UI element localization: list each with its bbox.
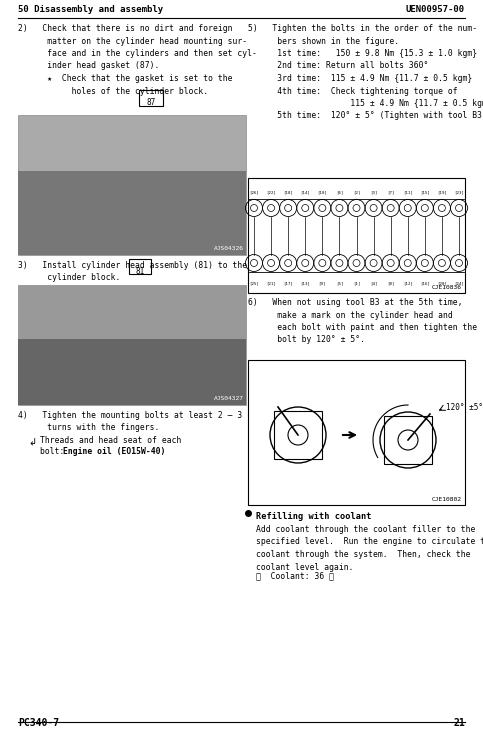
Text: bolt:: bolt: xyxy=(40,447,69,456)
Text: Threads and head seat of each: Threads and head seat of each xyxy=(40,436,182,445)
Bar xyxy=(18,115,246,255)
Bar xyxy=(248,178,465,293)
Text: [1]: [1] xyxy=(353,281,360,285)
Text: PC340-7: PC340-7 xyxy=(18,718,59,728)
Text: [23]: [23] xyxy=(454,190,464,194)
Text: 5)   Tighten the bolts in the order of the num-
      bers shown in the figure.
: 5) Tighten the bolts in the order of the… xyxy=(248,24,483,120)
Text: Add coolant through the coolant filler to the
specified level.  Run the engine t: Add coolant through the coolant filler t… xyxy=(256,525,483,571)
Text: [10]: [10] xyxy=(317,190,327,194)
Text: ⛽  Coolant: 36 ℓ: ⛽ Coolant: 36 ℓ xyxy=(256,571,334,580)
Text: [17]: [17] xyxy=(283,281,293,285)
Text: [16]: [16] xyxy=(420,281,430,285)
Text: AJS04326: AJS04326 xyxy=(214,246,244,251)
Text: 2)   Check that there is no dirt and foreign
      matter on the cylinder head m: 2) Check that there is no dirt and forei… xyxy=(18,24,257,95)
Text: [18]: [18] xyxy=(283,190,293,194)
Bar xyxy=(18,339,246,405)
Text: [19]: [19] xyxy=(437,190,447,194)
Text: [6]: [6] xyxy=(336,190,343,194)
Text: UEN00957-00: UEN00957-00 xyxy=(406,5,465,14)
Text: [7]: [7] xyxy=(387,190,395,194)
Text: 21: 21 xyxy=(453,718,465,728)
Text: [2]: [2] xyxy=(353,190,360,194)
Text: 6)   When not using tool B3 at the 5th time,
      make a mark on the cylinder h: 6) When not using tool B3 at the 5th tim… xyxy=(248,298,477,344)
Text: [9]: [9] xyxy=(319,281,326,285)
Text: [4]: [4] xyxy=(370,281,377,285)
Text: 120° ±5°: 120° ±5° xyxy=(446,403,483,412)
Text: [14]: [14] xyxy=(300,190,310,194)
Text: [8]: [8] xyxy=(387,281,395,285)
Text: [20]: [20] xyxy=(437,281,447,285)
Text: [22]: [22] xyxy=(266,190,276,194)
Text: [13]: [13] xyxy=(300,281,310,285)
Text: Engine oil (EO15W-40): Engine oil (EO15W-40) xyxy=(63,447,165,456)
Bar xyxy=(18,171,246,255)
Text: 4)   Tighten the mounting bolts at least 2 – 3
      turns with the fingers.: 4) Tighten the mounting bolts at least 2… xyxy=(18,411,242,432)
Text: [25]: [25] xyxy=(249,281,259,285)
Text: AJS04327: AJS04327 xyxy=(214,396,244,401)
Text: [3]: [3] xyxy=(370,190,377,194)
Text: [15]: [15] xyxy=(420,190,430,194)
Text: CJE10836: CJE10836 xyxy=(432,285,462,290)
Text: [26]: [26] xyxy=(249,190,259,194)
Bar xyxy=(18,285,246,405)
FancyBboxPatch shape xyxy=(139,90,163,106)
Text: Refilling with coolant: Refilling with coolant xyxy=(256,512,371,521)
Bar xyxy=(248,360,465,505)
FancyBboxPatch shape xyxy=(129,259,151,274)
Text: [12]: [12] xyxy=(403,281,413,285)
Text: 81: 81 xyxy=(135,267,144,276)
Text: [11]: [11] xyxy=(403,190,413,194)
Text: [5]: [5] xyxy=(336,281,343,285)
Text: CJE10802: CJE10802 xyxy=(432,497,462,502)
Text: ↲: ↲ xyxy=(28,437,36,447)
Text: 3)   Install cylinder head assembly (81) to the
      cylinder block.: 3) Install cylinder head assembly (81) t… xyxy=(18,261,247,282)
Text: 50 Disassembly and assembly: 50 Disassembly and assembly xyxy=(18,5,163,14)
Text: [24]: [24] xyxy=(454,281,464,285)
Text: 87: 87 xyxy=(146,98,156,107)
Text: [21]: [21] xyxy=(266,281,276,285)
